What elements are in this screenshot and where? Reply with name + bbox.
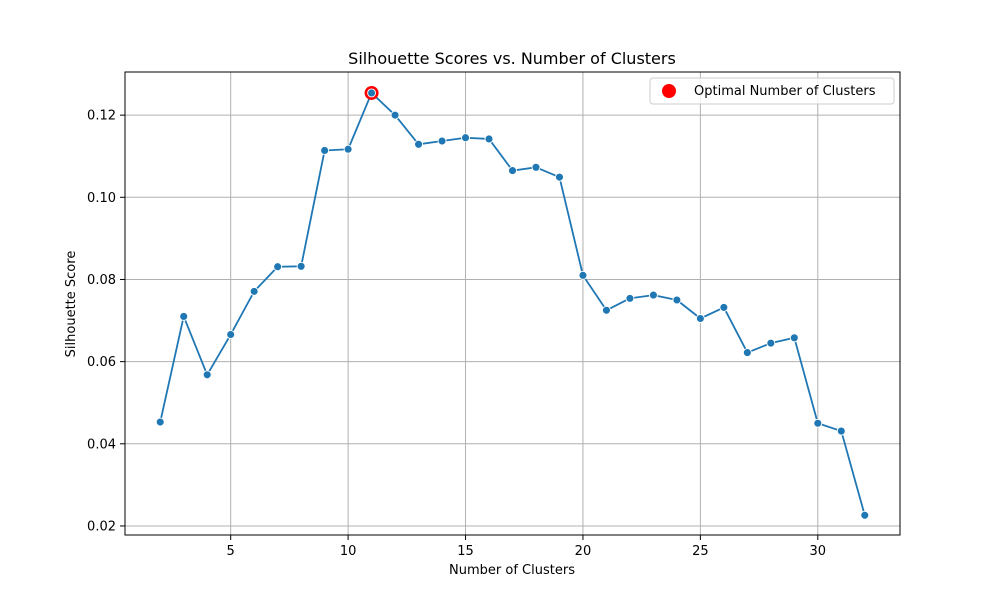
data-point xyxy=(390,110,400,120)
y-tick-label: 0.04 xyxy=(87,437,116,452)
data-point xyxy=(860,510,870,520)
y-tick-label: 0.02 xyxy=(87,519,116,534)
data-point xyxy=(437,136,447,146)
data-point xyxy=(296,261,306,271)
x-tick-label: 15 xyxy=(457,544,474,559)
data-point xyxy=(578,270,588,280)
x-axis-label: Number of Clusters xyxy=(449,563,575,578)
data-point xyxy=(273,262,283,272)
y-tick-label: 0.06 xyxy=(87,355,116,370)
optimal-data-point xyxy=(367,88,377,98)
data-point xyxy=(742,348,752,358)
x-tick-label: 10 xyxy=(340,544,357,559)
data-point xyxy=(249,286,259,296)
x-axis-ticks: 5 10 15 20 25 30 xyxy=(227,535,827,559)
data-point xyxy=(461,133,470,143)
data-point xyxy=(320,146,330,155)
legend: Optimal Number of Clusters xyxy=(649,77,895,105)
data-point xyxy=(813,418,823,428)
chart-title: Silhouette Scores vs. Number of Clusters xyxy=(348,49,676,68)
data-point xyxy=(484,134,494,144)
data-point xyxy=(672,295,682,305)
data-points xyxy=(155,88,870,520)
data-point xyxy=(648,290,658,300)
data-point xyxy=(202,370,212,380)
data-point xyxy=(719,302,729,312)
optimal-highlight xyxy=(364,85,379,100)
data-point xyxy=(695,314,705,323)
data-point xyxy=(179,311,189,321)
grid-lines xyxy=(125,72,900,535)
data-point xyxy=(766,338,776,348)
data-point xyxy=(836,426,846,436)
data-point xyxy=(226,330,236,339)
legend-box xyxy=(649,77,895,105)
y-axis-ticks: 0.02 0.04 0.06 0.08 0.10 0.12 xyxy=(87,109,125,534)
y-tick-label: 0.10 xyxy=(87,191,116,206)
data-point xyxy=(343,144,353,154)
x-tick-label: 20 xyxy=(575,544,592,559)
data-point xyxy=(531,162,541,172)
legend-label: Optimal Number of Clusters xyxy=(694,84,876,99)
plot-frame xyxy=(124,71,901,536)
x-tick-label: 5 xyxy=(227,544,235,559)
data-point xyxy=(508,166,517,176)
data-point xyxy=(555,172,564,182)
legend-marker-icon xyxy=(662,84,676,98)
x-tick-label: 30 xyxy=(810,544,827,559)
y-axis-label: Silhouette Score xyxy=(64,251,79,358)
data-point xyxy=(625,293,635,303)
y-tick-label: 0.08 xyxy=(87,273,116,288)
y-tick-label: 0.12 xyxy=(87,109,116,124)
data-point xyxy=(601,305,611,315)
data-point xyxy=(789,333,799,343)
data-point xyxy=(414,139,424,149)
x-tick-label: 25 xyxy=(692,544,709,559)
data-point xyxy=(155,417,165,427)
